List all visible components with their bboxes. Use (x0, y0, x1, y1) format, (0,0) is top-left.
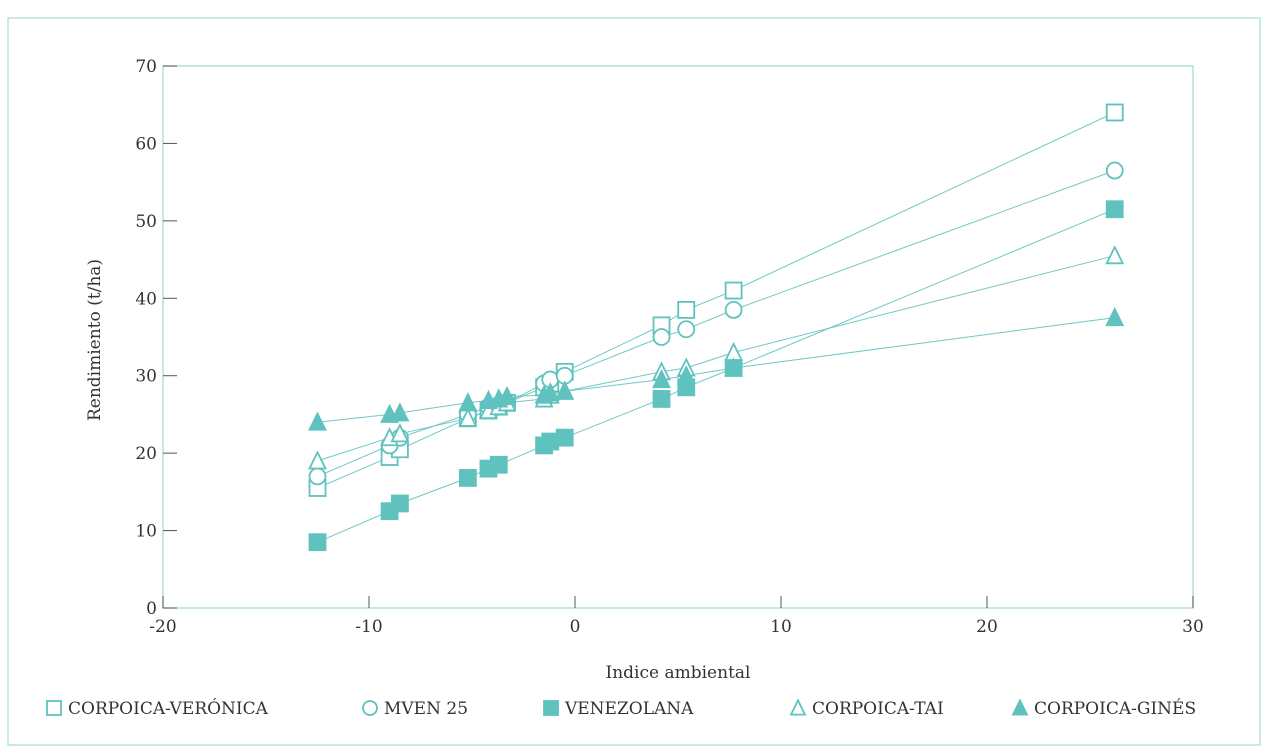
legend-marker-5 (1011, 698, 1029, 716)
legend-marker-1 (46, 700, 62, 716)
legend-marker-3 (543, 700, 559, 716)
series-line-1 (317, 112, 1115, 489)
data-point (308, 533, 327, 552)
x-tick-label: -20 (149, 617, 176, 637)
data-point (652, 328, 671, 346)
data-point (677, 300, 696, 319)
data-point (724, 357, 744, 377)
data-point (555, 428, 574, 447)
data-point (308, 467, 327, 486)
series-lines (317, 112, 1115, 543)
data-point (458, 392, 478, 412)
y-tick-label: 20 (135, 444, 157, 464)
data-point (540, 382, 560, 402)
series-line-5 (317, 317, 1115, 423)
x-tick-label: -10 (355, 617, 382, 637)
y-tick-label: 10 (135, 522, 157, 542)
data-point (1105, 307, 1125, 327)
x-tick-label: 0 (570, 617, 581, 637)
legend-marker-4 (789, 698, 807, 716)
series-line-4 (317, 255, 1115, 462)
legend-label-1: CORPOICA-VERÓNICA (68, 698, 269, 719)
data-point (458, 469, 477, 487)
data-point (652, 368, 671, 389)
x-tick-label: 20 (976, 617, 998, 637)
y-tick-label: 30 (135, 367, 157, 387)
plot-frame (162, 65, 1194, 609)
legend-label-4: CORPOICA-TAI (812, 699, 944, 719)
x-tick-label: 30 (1182, 617, 1204, 637)
data-point (1105, 245, 1125, 265)
legend-marker-2 (362, 700, 378, 716)
outer-frame (7, 17, 1261, 746)
data-point (390, 423, 410, 443)
data-point (308, 411, 327, 431)
x-tick-label: 10 (770, 617, 792, 637)
data-point (652, 390, 671, 408)
y-tick-label: 50 (135, 212, 157, 232)
y-tick-label: 0 (146, 599, 157, 619)
y-tick-label: 60 (135, 134, 157, 154)
data-point (497, 385, 517, 406)
legend-label-3: VENEZOLANA (564, 699, 694, 719)
axis-ticks: -20 -10 0 10 20 30 0 10 20 30 40 50 60 70 (135, 57, 1203, 637)
data-point (308, 450, 327, 470)
data-point (1105, 103, 1124, 122)
data-point (390, 402, 410, 422)
data-point (458, 407, 478, 427)
series-line-2 (317, 170, 1115, 477)
data-point (390, 494, 409, 513)
x-axis-title: Indice ambiental (606, 663, 751, 683)
y-axis-title: Rendimiento (t/ha) (85, 259, 105, 421)
data-point (724, 281, 743, 300)
legend-label-5: CORPOICA-GINÉS (1034, 698, 1196, 719)
data-point (677, 320, 696, 339)
legend-label-2: MVEN 25 (384, 699, 468, 719)
data-point (1105, 200, 1124, 219)
data-point (489, 455, 508, 474)
data-point (724, 300, 743, 319)
y-tick-label: 70 (135, 57, 157, 77)
series-markers (308, 103, 1125, 552)
y-tick-label: 40 (135, 289, 157, 309)
series-line-3 (317, 208, 1115, 543)
data-point (555, 380, 575, 400)
plot-area-border (162, 65, 1194, 609)
data-point (676, 365, 696, 385)
legend: CORPOICA-VERÓNICA MVEN 25 VENEZOLANA CORPOI… (46, 698, 1196, 719)
data-point (1105, 161, 1124, 180)
